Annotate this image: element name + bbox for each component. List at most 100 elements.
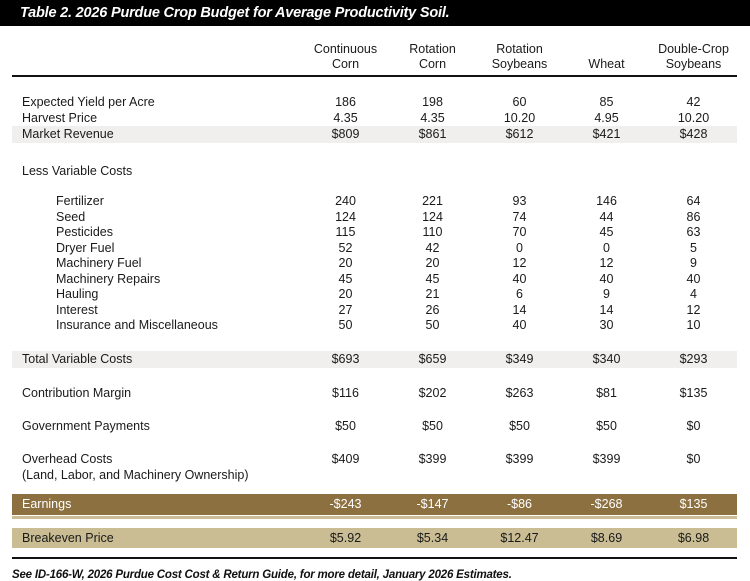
cell-value: 221	[422, 194, 443, 208]
cell-value: $0	[686, 451, 701, 466]
row-label: Market Revenue	[12, 126, 302, 143]
table-row: Insurance and Miscellaneous 50 50 40 30 10	[12, 318, 737, 334]
column-header-rotation-soybeans: Rotation Soybeans	[476, 42, 563, 75]
crop-budget-table: Continuous Corn Rotation Corn Rotation Soybea…	[12, 26, 737, 548]
cell-value: 40	[512, 318, 527, 332]
column-header-line1: Continuous	[313, 42, 378, 56]
row-label-text: Interest	[56, 302, 98, 317]
cell-value: $50	[335, 418, 356, 433]
cell-value: -$147	[416, 496, 449, 511]
column-header-wheat: Wheat	[563, 57, 650, 75]
cell-value: $81	[596, 385, 617, 400]
row-label-text: Breakeven Price	[22, 530, 114, 545]
table-row: Earnings -$243 -$147 -$86 -$268 $135	[12, 493, 737, 519]
cell-value: 20	[338, 287, 353, 301]
cell-value: 240	[335, 194, 356, 208]
cell-value: 115	[335, 225, 356, 239]
cell-value: $50	[509, 418, 530, 433]
row-spacer	[12, 434, 737, 451]
cell-value: 40	[512, 271, 527, 286]
row-label: Expected Yield per Acre	[12, 94, 302, 110]
row-label-text: Seed	[56, 209, 86, 224]
cell-value: 5	[690, 240, 697, 255]
cell-value: 40	[599, 271, 614, 286]
table-row: Expected Yield per Acre 186 198 60 85 42	[12, 94, 737, 110]
cell-value: $861	[418, 127, 447, 141]
row-label: Hauling	[12, 287, 302, 303]
row-spacer	[12, 143, 737, 163]
row-label-text: Total Variable Costs	[22, 351, 133, 366]
row-label-text: Less Variable Costs	[22, 164, 133, 178]
row-label: Less Variable Costs	[12, 163, 737, 179]
table-row: Overhead Costs (Land, Labor, and Machiner…	[12, 451, 737, 483]
cell-value: 86	[686, 209, 701, 224]
row-label-text: Market Revenue	[22, 127, 114, 141]
table-row: Machinery Fuel 20 20 12 12 9	[12, 256, 737, 272]
cell-value: $693	[331, 351, 360, 366]
cell-value: 40	[686, 271, 701, 286]
cell-value: $135	[679, 385, 708, 400]
row-label: Fertilizer	[12, 194, 302, 210]
row-label: Overhead Costs (Land, Labor, and Machiner…	[12, 451, 302, 483]
row-label: Breakeven Price	[12, 528, 302, 548]
table-row: Interest 27 26 14 14 12	[12, 303, 737, 319]
cell-value: 50	[338, 318, 353, 332]
table-row: Fertilizer 240 221 93 146 64	[12, 194, 737, 210]
cell-value: $50	[596, 418, 617, 433]
column-header-line1: Rotation	[496, 42, 543, 56]
cell-value: $399	[418, 451, 447, 466]
cell-value: 4.35	[420, 111, 445, 125]
cell-value: 93	[512, 194, 527, 208]
row-label-text: Overhead Costs	[22, 451, 113, 466]
page-title: Table 2. 2026 Purdue Crop Budget for Ave…	[20, 5, 450, 21]
cell-value: 110	[422, 225, 443, 239]
table-row: Seed 124 124 74 44 86	[12, 210, 737, 226]
cell-value: $659	[418, 351, 447, 366]
cell-value: 60	[512, 95, 527, 109]
cell-value: 9	[603, 287, 610, 301]
row-label-text: Machinery Fuel	[56, 256, 142, 270]
row-label: Total Variable Costs	[12, 351, 302, 368]
cell-value: $135	[679, 496, 708, 511]
cell-value: 0	[603, 240, 610, 255]
cell-value: $5.34	[416, 530, 449, 545]
cell-value: 45	[425, 271, 440, 286]
row-label: Contribution Margin	[12, 385, 302, 401]
table-row: Machinery Repairs 45 45 40 40 40	[12, 272, 737, 288]
cell-value: 4	[690, 287, 697, 301]
cell-value: 12	[512, 256, 527, 270]
row-label: Harvest Price	[12, 110, 302, 126]
row-label-text: Earnings	[22, 496, 72, 511]
cell-value: $6.98	[677, 530, 710, 545]
cell-value: 124	[422, 209, 443, 224]
cell-value: $293	[679, 351, 708, 366]
row-spacer	[12, 179, 737, 194]
cell-value: 45	[599, 225, 614, 239]
column-header-line2: Soybeans	[665, 57, 722, 71]
row-label-text: Pesticides	[56, 225, 113, 239]
cell-value: 9	[690, 256, 697, 270]
cell-value: $0	[686, 418, 701, 433]
cell-value: 14	[599, 302, 614, 317]
cell-value: 20	[425, 256, 440, 270]
cell-value: 85	[599, 95, 614, 109]
row-label-text: Expected Yield per Acre	[22, 95, 155, 109]
cell-value: 12	[599, 256, 614, 270]
cell-value: 70	[512, 225, 527, 239]
cell-value: 6	[516, 287, 523, 301]
cell-value: 52	[338, 240, 353, 255]
row-label: Machinery Repairs	[12, 272, 302, 288]
column-header-line1: Rotation	[409, 42, 456, 56]
cell-value: 12	[686, 302, 701, 317]
row-spacer	[12, 334, 737, 351]
cell-value: 14	[512, 302, 527, 317]
table-row: Market Revenue $809 $861 $612 $421 $428	[12, 126, 737, 143]
row-sublabel-text: (Land, Labor, and Machinery Ownership)	[22, 467, 249, 482]
cell-value: 20	[338, 256, 353, 270]
column-header-line2: Soybeans	[491, 57, 548, 71]
cell-value: 198	[422, 95, 443, 109]
cell-value: 27	[338, 302, 353, 317]
cell-value: -$268	[590, 496, 623, 511]
table-row: Harvest Price 4.35 4.35 10.20 4.95 10.20	[12, 110, 737, 126]
